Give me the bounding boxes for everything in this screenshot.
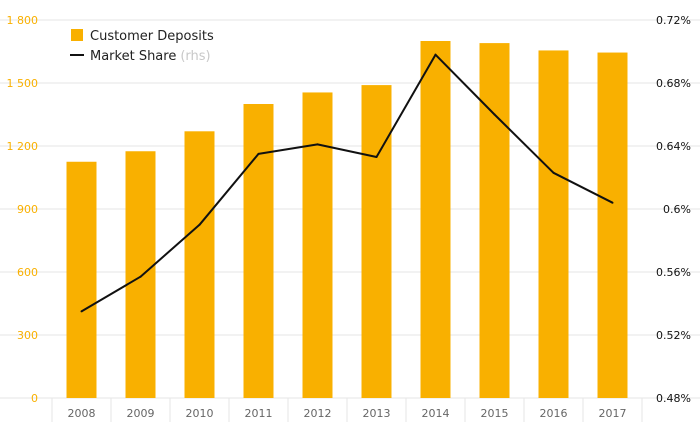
deposit-bar: [538, 50, 569, 398]
market-share-point: [139, 275, 142, 278]
market-share-point: [316, 143, 319, 146]
legend-rhs-note: (rhs): [180, 49, 210, 64]
x-tick-label: 2015: [481, 407, 509, 420]
x-tick-label: 2013: [363, 407, 391, 420]
market-share-line-group: [80, 53, 614, 313]
deposit-bar: [125, 151, 156, 398]
deposit-bars: [66, 41, 628, 399]
market-share-line: [80, 53, 613, 313]
legend-deposits-swatch: [71, 29, 83, 41]
y-left-tick-label: 600: [17, 266, 38, 279]
x-tick-label: 2010: [186, 407, 214, 420]
market-share-point: [257, 152, 260, 155]
x-tick-label: 2016: [540, 407, 568, 420]
deposit-bar: [302, 92, 333, 398]
y-right-tick-label: 0.72%: [656, 14, 691, 27]
axes: 0 300 600 900 1 200 1 500 1 800 0.48% 0.52% 0.56%…: [7, 14, 692, 420]
deposit-bar: [361, 85, 392, 398]
y-right-tick-label: 0.48%: [656, 392, 691, 405]
deposit-bar: [479, 43, 510, 398]
legend-market-share-label: Market Share: [90, 49, 176, 64]
market-share-point: [375, 156, 378, 159]
y-right-tick-label: 0.56%: [656, 266, 691, 279]
y-left-tick-label: 0: [31, 392, 38, 405]
x-tick-label: 2008: [68, 407, 96, 420]
market-share-point: [80, 310, 83, 313]
y-left-tick-label: 1 200: [7, 140, 39, 153]
x-tick-label: 2017: [599, 407, 627, 420]
deposit-bar: [243, 104, 274, 398]
legend: Customer Deposits Market Share (rhs): [70, 29, 214, 64]
gridlines: [0, 19, 700, 422]
legend-market-share-text: Market Share (rhs): [90, 49, 211, 64]
deposit-bar: [420, 41, 451, 398]
legend-deposits-label: Customer Deposits: [90, 29, 214, 44]
market-share-point: [611, 201, 614, 204]
y-right-tick-label: 0.68%: [656, 77, 691, 90]
x-tick-label: 2012: [304, 407, 332, 420]
y-left-tick-label: 1 500: [7, 77, 39, 90]
market-share-point: [198, 223, 201, 226]
deposit-bar: [597, 52, 628, 399]
x-tick-label: 2014: [422, 407, 450, 420]
x-tick-label: 2009: [127, 407, 155, 420]
market-share-point: [434, 53, 437, 56]
y-right-tick-label: 0.52%: [656, 329, 691, 342]
market-share-point: [493, 113, 496, 116]
y-left-tick-label: 900: [17, 203, 38, 216]
deposit-bar: [184, 131, 215, 399]
y-left-tick-label: 1 800: [7, 14, 39, 27]
y-right-tick-label: 0.64%: [656, 140, 691, 153]
market-share-point: [552, 171, 555, 174]
deposit-bar: [66, 161, 97, 398]
y-right-tick-label: 0.6%: [663, 203, 691, 216]
y-left-tick-label: 300: [17, 329, 38, 342]
x-tick-label: 2011: [245, 407, 273, 420]
